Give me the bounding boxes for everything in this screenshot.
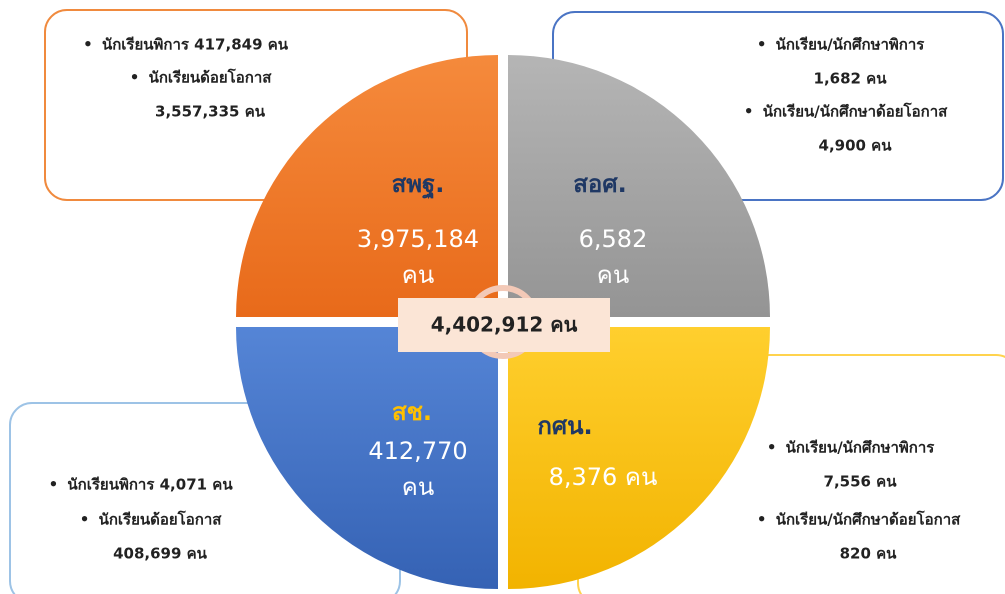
- center-box: [398, 298, 610, 352]
- pie: [236, 55, 770, 589]
- quadrant-total: คน: [402, 261, 434, 289]
- quadrant-name: กศน.: [537, 412, 592, 440]
- detail-text: นักเรียน/นักศึกษาพิการ: [786, 439, 936, 457]
- detail-text: 3,557,335 คน: [155, 103, 266, 121]
- detail-text: นักเรียนพิการ 4,071 คน: [67, 476, 233, 494]
- bullet: •: [767, 439, 777, 457]
- bullet: •: [83, 36, 93, 54]
- quadrant-total: 3,975,184: [357, 225, 479, 253]
- bullet: •: [49, 476, 59, 494]
- quadrant-total: คน: [597, 261, 629, 289]
- quadrant-total: 8,376 คน: [549, 463, 658, 491]
- detail-text: นักเรียน/นักศึกษาพิการ: [776, 36, 926, 54]
- quadrant-name: สช.: [392, 398, 432, 426]
- detail-text: 7,556 คน: [824, 473, 898, 491]
- bullet: •: [130, 69, 140, 87]
- bullet: •: [757, 511, 767, 529]
- detail-text: 4,900 คน: [819, 137, 893, 155]
- detail-text: นักเรียน/นักศึกษาด้อยโอกาส: [776, 510, 961, 529]
- detail-text: นักเรียน/นักศึกษาด้อยโอกาส: [763, 102, 948, 121]
- quadrant: [236, 327, 498, 589]
- quadrant: [236, 55, 498, 317]
- quadrant: [508, 327, 770, 589]
- quadrant: [508, 55, 770, 317]
- detail-text: 1,682 คน: [814, 70, 888, 88]
- quadrant-name: สพฐ.: [392, 170, 445, 200]
- center-total: 4,402,912 คน: [431, 313, 578, 337]
- quadrant-total: 6,582: [579, 225, 648, 253]
- quadrant-total: 412,770: [368, 437, 467, 465]
- quadrant-total: คน: [402, 473, 434, 501]
- bullet: •: [80, 511, 90, 529]
- quadrant-name: สอศ.: [573, 170, 626, 198]
- detail-text: นักเรียนพิการ 417,849 คน: [102, 36, 289, 54]
- detail-text: 408,699 คน: [113, 545, 208, 563]
- detail-text: นักเรียนด้อยโอกาส: [149, 68, 273, 87]
- detail-text: 820 คน: [840, 545, 898, 563]
- bullet: •: [757, 36, 767, 54]
- detail-text: นักเรียนด้อยโอกาส: [99, 510, 223, 529]
- bullet: •: [744, 103, 754, 121]
